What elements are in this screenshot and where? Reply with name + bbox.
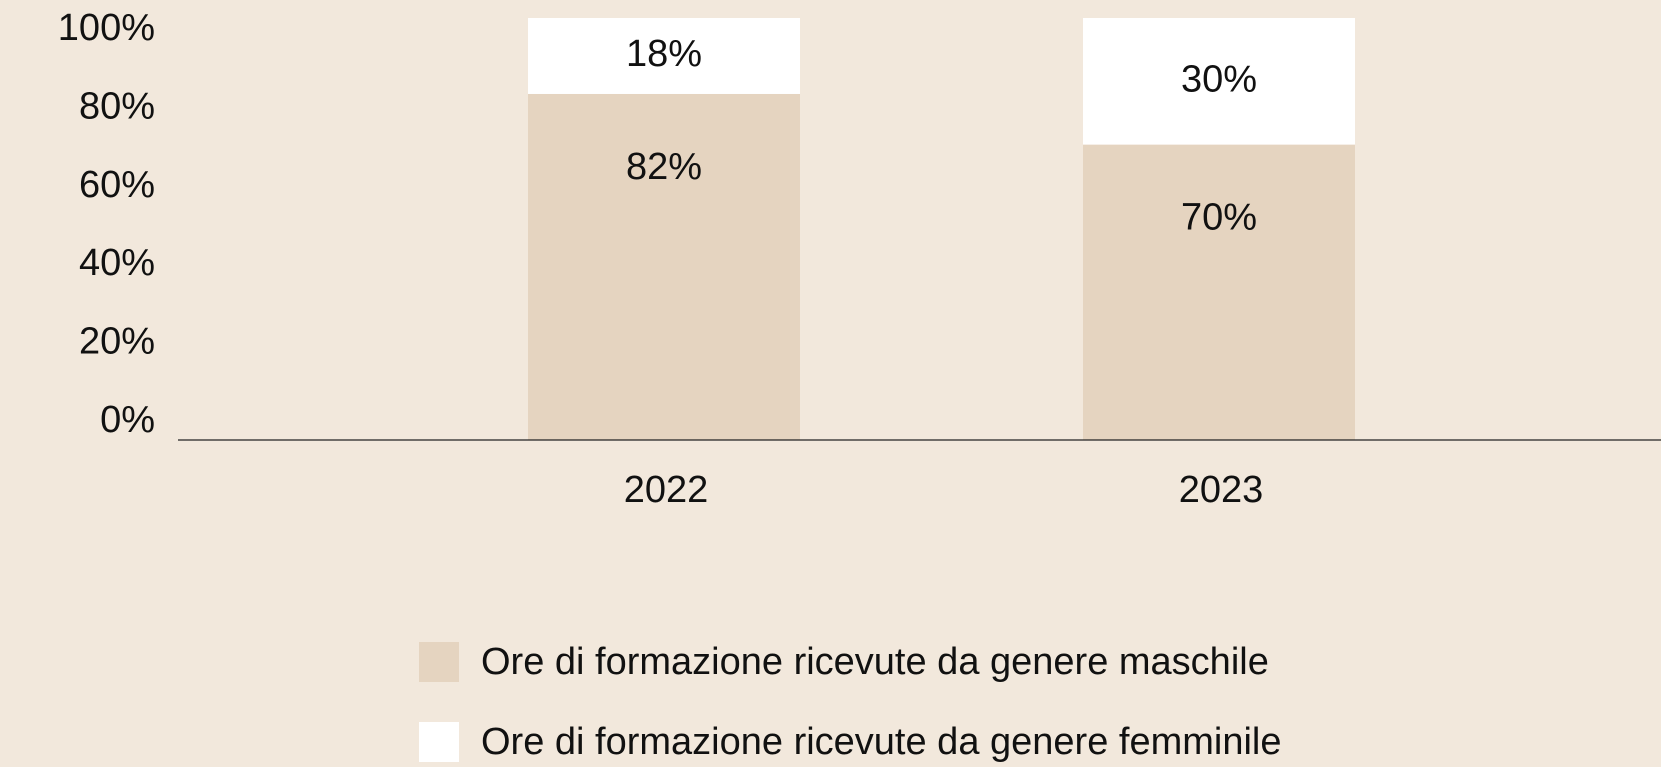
y-tick-label: 0%: [100, 399, 155, 441]
legend-swatch: [419, 642, 459, 682]
legend-label: Ore di formazione ricevute da genere fem…: [481, 721, 1282, 763]
data-label: 30%: [1181, 58, 1257, 100]
y-tick-label: 40%: [79, 242, 155, 284]
y-tick-label: 80%: [79, 85, 155, 127]
legend-label: Ore di formazione ricevute da genere mas…: [481, 641, 1269, 683]
bar-segment: [1083, 18, 1355, 145]
bar-segment: [1083, 144, 1355, 440]
bar-segment: [528, 18, 800, 94]
y-tick-label: 20%: [79, 321, 155, 363]
data-label: 70%: [1181, 197, 1257, 239]
data-label: 82%: [626, 146, 702, 188]
y-tick-label: 100%: [58, 7, 155, 49]
x-tick-label: 2023: [1179, 469, 1264, 511]
data-label: 18%: [626, 33, 702, 75]
bar-segment: [528, 93, 800, 441]
y-tick-label: 60%: [79, 164, 155, 206]
x-tick-label: 2022: [624, 469, 709, 511]
legend-swatch: [419, 722, 459, 762]
